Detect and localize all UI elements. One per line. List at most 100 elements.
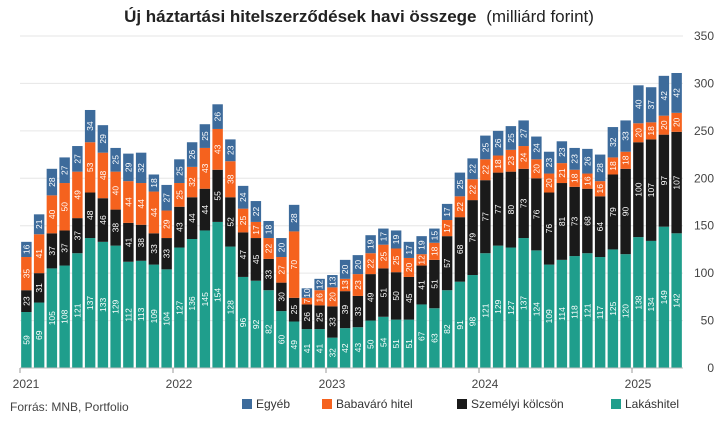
bar-segment <box>556 259 568 368</box>
bar-segment <box>84 142 96 193</box>
bar-segment <box>250 221 262 239</box>
data-label: 37 <box>646 100 656 110</box>
data-label: 121 <box>72 303 82 317</box>
bar-segment <box>250 280 262 368</box>
data-label: 113 <box>136 307 146 321</box>
bar-segment <box>225 246 236 368</box>
data-label: 149 <box>659 290 669 304</box>
bar-segment <box>518 146 529 169</box>
bar-segment <box>492 155 504 173</box>
data-label: 27 <box>72 154 82 164</box>
bar-segment <box>110 245 121 368</box>
data-label: 109 <box>149 309 159 323</box>
data-label: 60 <box>276 335 286 345</box>
data-label: 21 <box>557 168 567 178</box>
data-label: 24 <box>531 143 541 153</box>
bar-segment <box>161 269 172 368</box>
bar-segment <box>390 319 402 368</box>
data-label: 22 <box>264 243 274 253</box>
bar-segment <box>276 257 287 283</box>
bar-segment <box>199 188 211 231</box>
data-label: 37 <box>72 231 82 241</box>
bar-segment <box>174 183 185 207</box>
bar-segment <box>416 254 427 266</box>
bar-segment <box>110 171 121 210</box>
data-label: 57 <box>442 258 452 268</box>
bar-segment <box>543 264 555 368</box>
data-label: 68 <box>455 244 465 254</box>
data-label: 45 <box>251 254 261 264</box>
data-label: 25 <box>111 155 121 165</box>
bar-segment <box>327 306 338 338</box>
bar-segment <box>72 171 83 219</box>
data-label: 18 <box>608 161 618 171</box>
data-label: 18 <box>149 178 159 188</box>
data-label: 63 <box>429 333 439 343</box>
bar-segment <box>492 130 504 156</box>
data-label: 23 <box>353 280 363 290</box>
data-label: 48 <box>98 170 108 180</box>
data-label: 20 <box>544 178 554 188</box>
bar-segment <box>480 180 491 254</box>
chart-title-bold: Új háztartási hitelszerződések havi össz… <box>124 7 476 26</box>
bar-segment <box>467 275 478 368</box>
bar-segment <box>594 181 606 197</box>
bar-segment <box>441 290 453 368</box>
data-label: 19 <box>417 240 427 250</box>
bar-segment <box>378 228 389 245</box>
data-label: 33 <box>264 270 274 280</box>
data-label: 79 <box>608 207 618 217</box>
bar-segment <box>135 152 147 184</box>
bar-segment <box>148 191 160 234</box>
bar-segment <box>671 131 682 234</box>
y-axis: 0 50 100 150 200 250 300 350 <box>694 29 714 375</box>
data-label: 44 <box>123 197 133 207</box>
data-label: 52 <box>225 217 235 227</box>
data-label: 76 <box>531 209 541 219</box>
bar-segment <box>569 169 580 187</box>
data-label: 97 <box>659 176 669 186</box>
bar-segment <box>148 174 160 192</box>
data-label: 100 <box>633 182 643 196</box>
data-label: 13 <box>327 276 337 286</box>
x-tick-label: 2024 <box>472 377 499 391</box>
data-label: 16 <box>582 176 592 186</box>
data-label: 47 <box>238 250 248 260</box>
y-tick-label: 300 <box>694 76 714 90</box>
data-label: 145 <box>200 292 210 306</box>
bar-segment <box>186 166 198 198</box>
bar-segment <box>556 141 568 164</box>
data-label: 17 <box>378 232 388 242</box>
legend-swatch <box>457 399 467 409</box>
bar-segment <box>633 237 644 368</box>
data-label: 22 <box>455 202 465 212</box>
data-label: 107 <box>672 175 682 189</box>
data-label: 40 <box>633 99 643 109</box>
data-label: 41 <box>417 280 427 290</box>
data-label: 64 <box>595 222 605 232</box>
data-label: 27 <box>276 265 286 275</box>
data-label: 38 <box>136 238 146 248</box>
bar-segment <box>518 120 529 147</box>
bar-segment <box>607 174 619 250</box>
bar-segment <box>97 241 109 368</box>
data-label: 25 <box>378 252 388 262</box>
legend-swatch <box>242 399 252 409</box>
legend-label: Lakáshitel <box>625 397 679 411</box>
y-tick-label: 0 <box>707 361 714 375</box>
data-label: 46 <box>98 215 108 225</box>
data-label: 92 <box>251 319 261 329</box>
bar-segment <box>429 308 440 368</box>
data-label: 17 <box>404 245 414 255</box>
bar-segment <box>620 168 631 255</box>
bar-segment <box>301 288 313 298</box>
bar-segment <box>645 122 657 140</box>
bar-segment <box>531 136 542 160</box>
bar-segment <box>607 127 619 158</box>
data-label: 28 <box>47 177 57 187</box>
bar-segment <box>212 128 223 170</box>
bar-segment <box>199 124 211 148</box>
data-label: 25 <box>238 216 248 226</box>
data-label: 27 <box>519 128 529 138</box>
data-label: 38 <box>111 223 121 233</box>
